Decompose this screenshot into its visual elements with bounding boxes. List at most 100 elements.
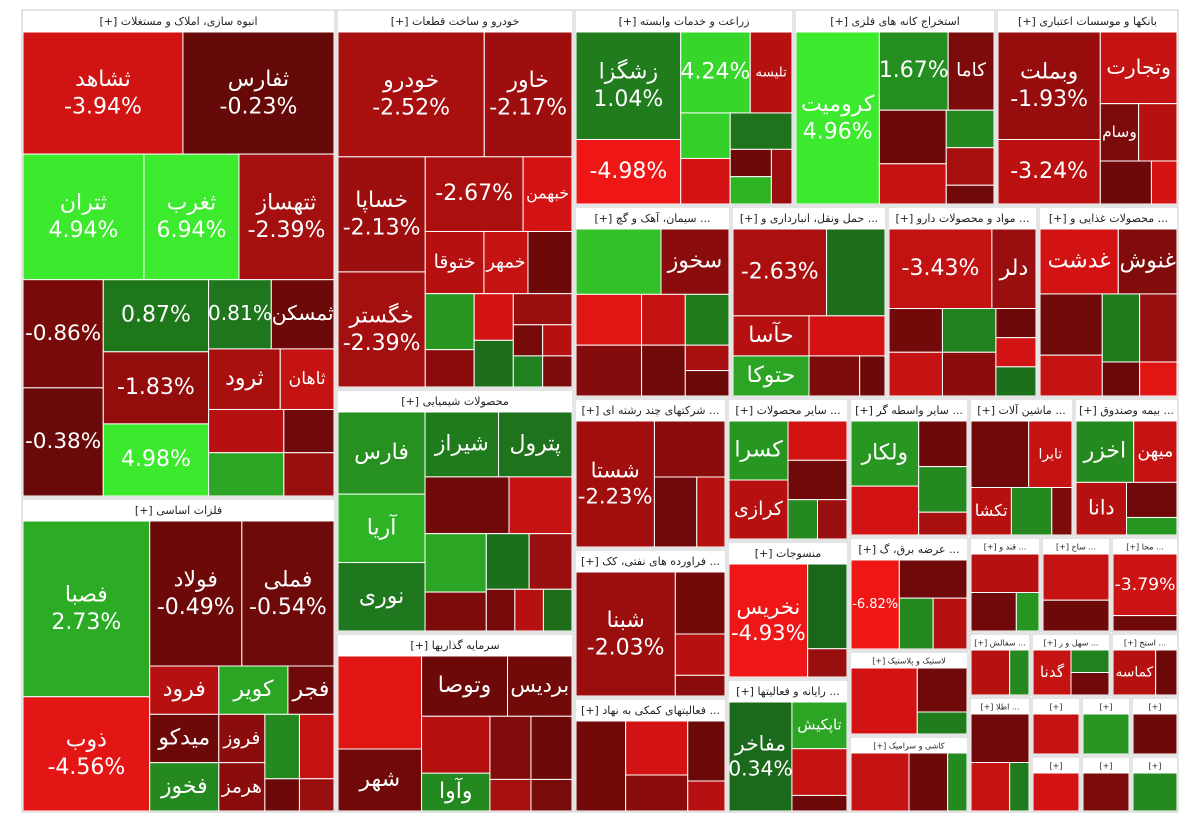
- stock-tile: [808, 315, 886, 357]
- tile-label: وتوصا: [438, 673, 492, 698]
- sector: لاستیک و پلاستیک [+]: [849, 651, 969, 736]
- stock-tile: [218, 762, 266, 812]
- stock-tile: [888, 308, 943, 353]
- stock-tile: [575, 31, 682, 140]
- stock-tile: [947, 752, 968, 812]
- stock-tile: [507, 655, 573, 717]
- sector-header: [+]: [1149, 703, 1162, 712]
- stock-tile: [729, 176, 772, 205]
- sector-header: ... اطلا [+]: [980, 703, 1019, 712]
- stock-tile: [514, 588, 544, 632]
- stock-tile: [878, 109, 947, 165]
- stock-tile: [807, 648, 848, 678]
- stock-tile: [337, 562, 426, 632]
- tile-label: خگستر: [349, 302, 414, 328]
- tile-label: فملی: [263, 567, 312, 592]
- tile-value-label: 4.98%: [121, 447, 191, 472]
- tile-label: شیراز: [434, 431, 489, 456]
- stock-tile: [527, 230, 573, 295]
- tile-value-label: -6.82%: [852, 597, 898, 612]
- tile-value-label: -2.23%: [578, 484, 653, 509]
- stock-tile: [684, 344, 730, 372]
- stock-tile: [424, 293, 475, 351]
- stock-tile: [1039, 354, 1103, 397]
- sector: ... شرکتهای چند رشته ای [+] شستا-2.23%: [574, 398, 727, 549]
- stock-tile: [575, 139, 682, 205]
- sector: ... سیمان، آهک و گچ [+] سخوز: [574, 206, 731, 398]
- stock-tile: [149, 665, 220, 715]
- stock-tile: [575, 228, 662, 295]
- sector: خودرو و ساخت قطعات [+] خودرو -2.52% خاور -2.…: [336, 9, 574, 389]
- tile-value-label: -3.94%: [64, 94, 142, 119]
- stock-tile: [283, 452, 335, 497]
- stock-tile: [898, 559, 968, 599]
- stock-tile: [916, 711, 968, 735]
- sector-header: ... محصولات غذایی و [+]: [1049, 212, 1168, 225]
- stock-tile: [728, 701, 793, 812]
- sector: [+]: [1081, 756, 1131, 813]
- stock-tile: [660, 228, 730, 295]
- tile-value-label: -2.03%: [587, 635, 665, 660]
- sector: ... محا [+] -3.79%: [1111, 537, 1179, 633]
- stock-tile: [918, 511, 968, 536]
- tile-value-label: -1.93%: [1010, 87, 1088, 112]
- stock-tile: [1150, 160, 1178, 205]
- stock-tile: [208, 452, 285, 497]
- stock-tile: [279, 348, 335, 410]
- tile-label: غدشت: [1048, 248, 1111, 273]
- stock-tile: [787, 459, 848, 501]
- sector-header: [+]: [1050, 762, 1063, 771]
- sector-header: ... مواد و محصولات دارو [+]: [895, 212, 1029, 225]
- sector: [+]: [1031, 756, 1081, 813]
- stock-tile: [575, 720, 627, 812]
- sector: ... مواد و محصولات دارو [+] -3.43% دلر: [887, 206, 1038, 398]
- stock-tile: [264, 778, 300, 812]
- tile-value-label: -4.56%: [47, 755, 125, 780]
- tile-label: غنوش: [1119, 248, 1175, 273]
- stock-tile: [1139, 293, 1178, 363]
- stock-tile: [1099, 31, 1178, 105]
- stock-tile: [970, 649, 1011, 696]
- stock-tile: [1015, 592, 1040, 632]
- tile-label: کرومیت: [801, 92, 875, 117]
- stock-tile: [143, 153, 240, 281]
- stock-tile: [970, 713, 1030, 763]
- stock-tile: [916, 667, 968, 713]
- stock-tile: [1009, 649, 1030, 696]
- stock-tile: [424, 591, 487, 632]
- stock-tile: [575, 344, 643, 397]
- stock-tile: [770, 148, 793, 205]
- stock-tile: [485, 533, 530, 590]
- stock-tile: [337, 31, 485, 158]
- tile-label: خساپا: [355, 188, 408, 213]
- stock-tile: [918, 466, 968, 513]
- stock-tile: [1155, 649, 1178, 696]
- stock-tile: [1082, 772, 1130, 812]
- stock-tile: [674, 633, 726, 676]
- stock-tile: [421, 772, 491, 812]
- tile-label: ثمسکن: [272, 301, 334, 325]
- tile-label: تکشا: [975, 501, 1008, 520]
- tile-value-label: 0.34%: [728, 757, 792, 781]
- tile-label: کماسه: [1116, 665, 1154, 681]
- sector-header: ... محا [+]: [1126, 543, 1164, 552]
- sector: ... سفالش [+]: [969, 633, 1031, 697]
- stock-tile: [859, 355, 886, 397]
- stock-tile: [421, 655, 509, 717]
- stock-tile: [485, 588, 516, 632]
- tile-value-label: 4.94%: [49, 218, 119, 243]
- stock-tile: [653, 420, 726, 478]
- stock-tile: [970, 487, 1012, 536]
- stock-tile: [498, 411, 573, 478]
- sector: ... اطلا [+]: [969, 697, 1031, 813]
- stock-tile: [298, 713, 335, 780]
- stock-tile: [888, 228, 993, 310]
- stock-tile: [218, 665, 289, 715]
- sector-header: ... فراورده های نفتی، کک [+]: [581, 555, 720, 568]
- tile-value-label: -0.49%: [157, 595, 235, 620]
- stock-tile: [102, 279, 210, 353]
- sector-header: ... بیمه وصندوق [+]: [1079, 404, 1174, 417]
- stock-tile: [1032, 649, 1072, 696]
- sector: منسوجات [+] نخریس-4.93%: [727, 541, 849, 679]
